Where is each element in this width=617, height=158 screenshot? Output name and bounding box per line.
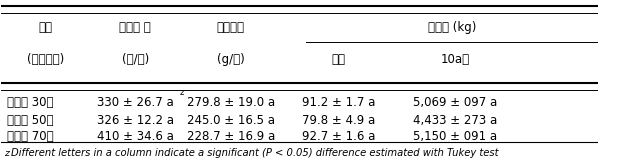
Text: z: z: [180, 88, 184, 97]
Text: 수확량 (kg): 수확량 (kg): [428, 21, 476, 34]
Text: 평균과중: 평균과중: [217, 21, 245, 34]
Text: 만개후 30일: 만개후 30일: [7, 96, 53, 109]
Text: 처리: 처리: [38, 21, 52, 34]
Text: 91.2 ± 1.7 a: 91.2 ± 1.7 a: [302, 96, 375, 109]
Text: 326 ± 12.2 a: 326 ± 12.2 a: [97, 114, 173, 127]
Text: 수확과 수: 수확과 수: [119, 21, 151, 34]
Text: 4,433 ± 273 a: 4,433 ± 273 a: [413, 114, 497, 127]
Text: 5,150 ± 091 a: 5,150 ± 091 a: [413, 130, 497, 143]
Text: 79.8 ± 4.9 a: 79.8 ± 4.9 a: [302, 114, 375, 127]
Text: (개/주): (개/주): [122, 53, 149, 66]
Text: 228.7 ± 16.9 a: 228.7 ± 16.9 a: [187, 130, 275, 143]
Text: 279.8 ± 19.0 a: 279.8 ± 19.0 a: [187, 96, 275, 109]
Text: 만개후 50일: 만개후 50일: [7, 114, 53, 127]
Text: (적과시기): (적과시기): [27, 53, 64, 66]
Text: (g/개): (g/개): [217, 53, 245, 66]
Text: 330 ± 26.7 a: 330 ± 26.7 a: [97, 96, 173, 109]
Text: 만개후 70일: 만개후 70일: [7, 130, 53, 143]
Text: 10a당: 10a당: [441, 53, 470, 66]
Text: 주당: 주당: [331, 53, 346, 66]
Text: z: z: [4, 149, 9, 158]
Text: 245.0 ± 16.5 a: 245.0 ± 16.5 a: [187, 114, 275, 127]
Text: 5,069 ± 097 a: 5,069 ± 097 a: [413, 96, 497, 109]
Text: 92.7 ± 1.6 a: 92.7 ± 1.6 a: [302, 130, 375, 143]
Text: 410 ± 34.6 a: 410 ± 34.6 a: [97, 130, 173, 143]
Text: Different letters in a column indicate a significant (P < 0.05) difference estim: Different letters in a column indicate a…: [12, 148, 499, 158]
